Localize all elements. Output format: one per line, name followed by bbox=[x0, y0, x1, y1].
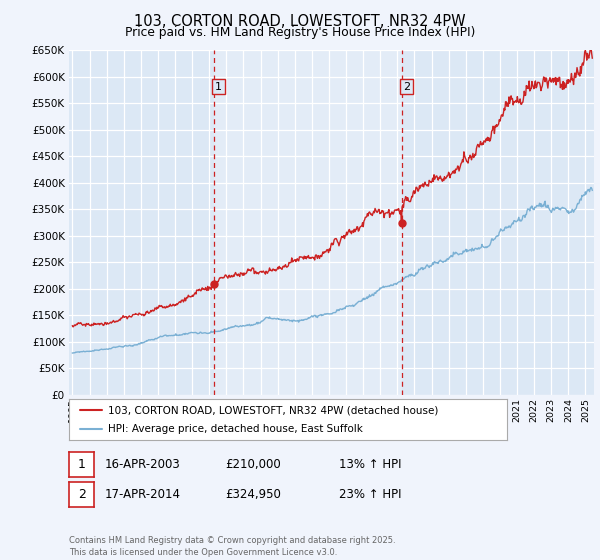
Text: 13% ↑ HPI: 13% ↑ HPI bbox=[339, 458, 401, 472]
Text: 1: 1 bbox=[77, 458, 86, 472]
Text: £324,950: £324,950 bbox=[225, 488, 281, 501]
Text: HPI: Average price, detached house, East Suffolk: HPI: Average price, detached house, East… bbox=[109, 424, 363, 433]
Text: 1: 1 bbox=[215, 82, 222, 92]
Text: 16-APR-2003: 16-APR-2003 bbox=[105, 458, 181, 472]
Text: 103, CORTON ROAD, LOWESTOFT, NR32 4PW (detached house): 103, CORTON ROAD, LOWESTOFT, NR32 4PW (d… bbox=[109, 405, 439, 415]
Bar bbox=[214, 50, 401, 395]
Text: 2: 2 bbox=[77, 488, 86, 501]
Text: Contains HM Land Registry data © Crown copyright and database right 2025.
This d: Contains HM Land Registry data © Crown c… bbox=[69, 536, 395, 557]
Text: 17-APR-2014: 17-APR-2014 bbox=[105, 488, 181, 501]
Text: Price paid vs. HM Land Registry's House Price Index (HPI): Price paid vs. HM Land Registry's House … bbox=[125, 26, 475, 39]
Text: 2: 2 bbox=[403, 82, 410, 92]
Text: 103, CORTON ROAD, LOWESTOFT, NR32 4PW: 103, CORTON ROAD, LOWESTOFT, NR32 4PW bbox=[134, 14, 466, 29]
Text: 23% ↑ HPI: 23% ↑ HPI bbox=[339, 488, 401, 501]
Text: £210,000: £210,000 bbox=[225, 458, 281, 472]
